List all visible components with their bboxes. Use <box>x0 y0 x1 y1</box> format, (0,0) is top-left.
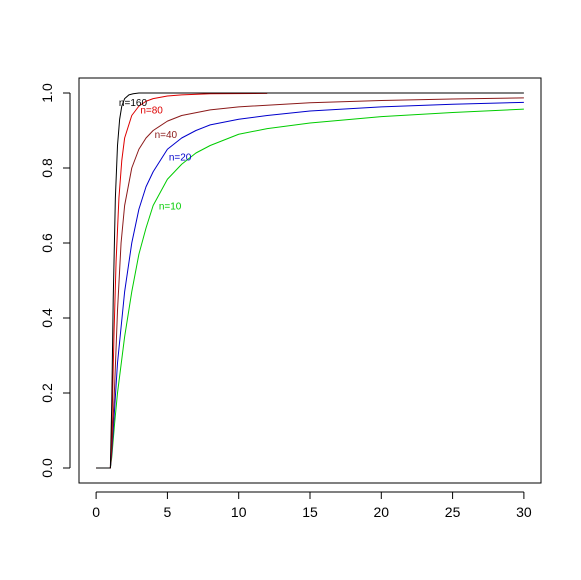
y-tick-label: 1.0 <box>39 83 55 103</box>
series-label: n=80 <box>140 106 163 117</box>
series-line-n-10 <box>96 108 524 469</box>
series-line-n-20 <box>96 101 524 469</box>
series-label: n=20 <box>169 153 192 164</box>
x-axis: 0 5 10 15 20 25 30 <box>92 491 532 520</box>
x-tick-label: 15 <box>302 504 318 520</box>
series-label-layer: n=10 n=20 n=40 n=80n=160 <box>119 98 192 212</box>
y-tick-label: 0.2 <box>39 383 55 403</box>
series-layer <box>96 92 524 469</box>
series-label: n=10 <box>159 201 182 212</box>
series-label: n=160 <box>119 98 148 109</box>
y-axis: 0.0 0.2 0.4 0.6 0.8 1.0 <box>39 83 71 478</box>
y-tick-label: 0.4 <box>39 308 55 328</box>
y-tick-label: 0.8 <box>39 158 55 178</box>
x-tick-label: 0 <box>92 504 100 520</box>
series-line-n-80 <box>96 92 268 469</box>
y-tick-label: 0.0 <box>39 458 55 478</box>
x-tick-label: 5 <box>164 504 172 520</box>
series-label: n=40 <box>155 130 178 141</box>
series-line-n-40 <box>96 97 524 469</box>
y-tick-label: 0.6 <box>39 233 55 253</box>
x-tick-label: 10 <box>231 504 247 520</box>
x-tick-label: 25 <box>445 504 461 520</box>
x-tick-label: 20 <box>374 504 390 520</box>
x-tick-label: 30 <box>516 504 532 520</box>
plot-frame <box>78 77 542 484</box>
series-line-n-160 <box>96 92 524 469</box>
